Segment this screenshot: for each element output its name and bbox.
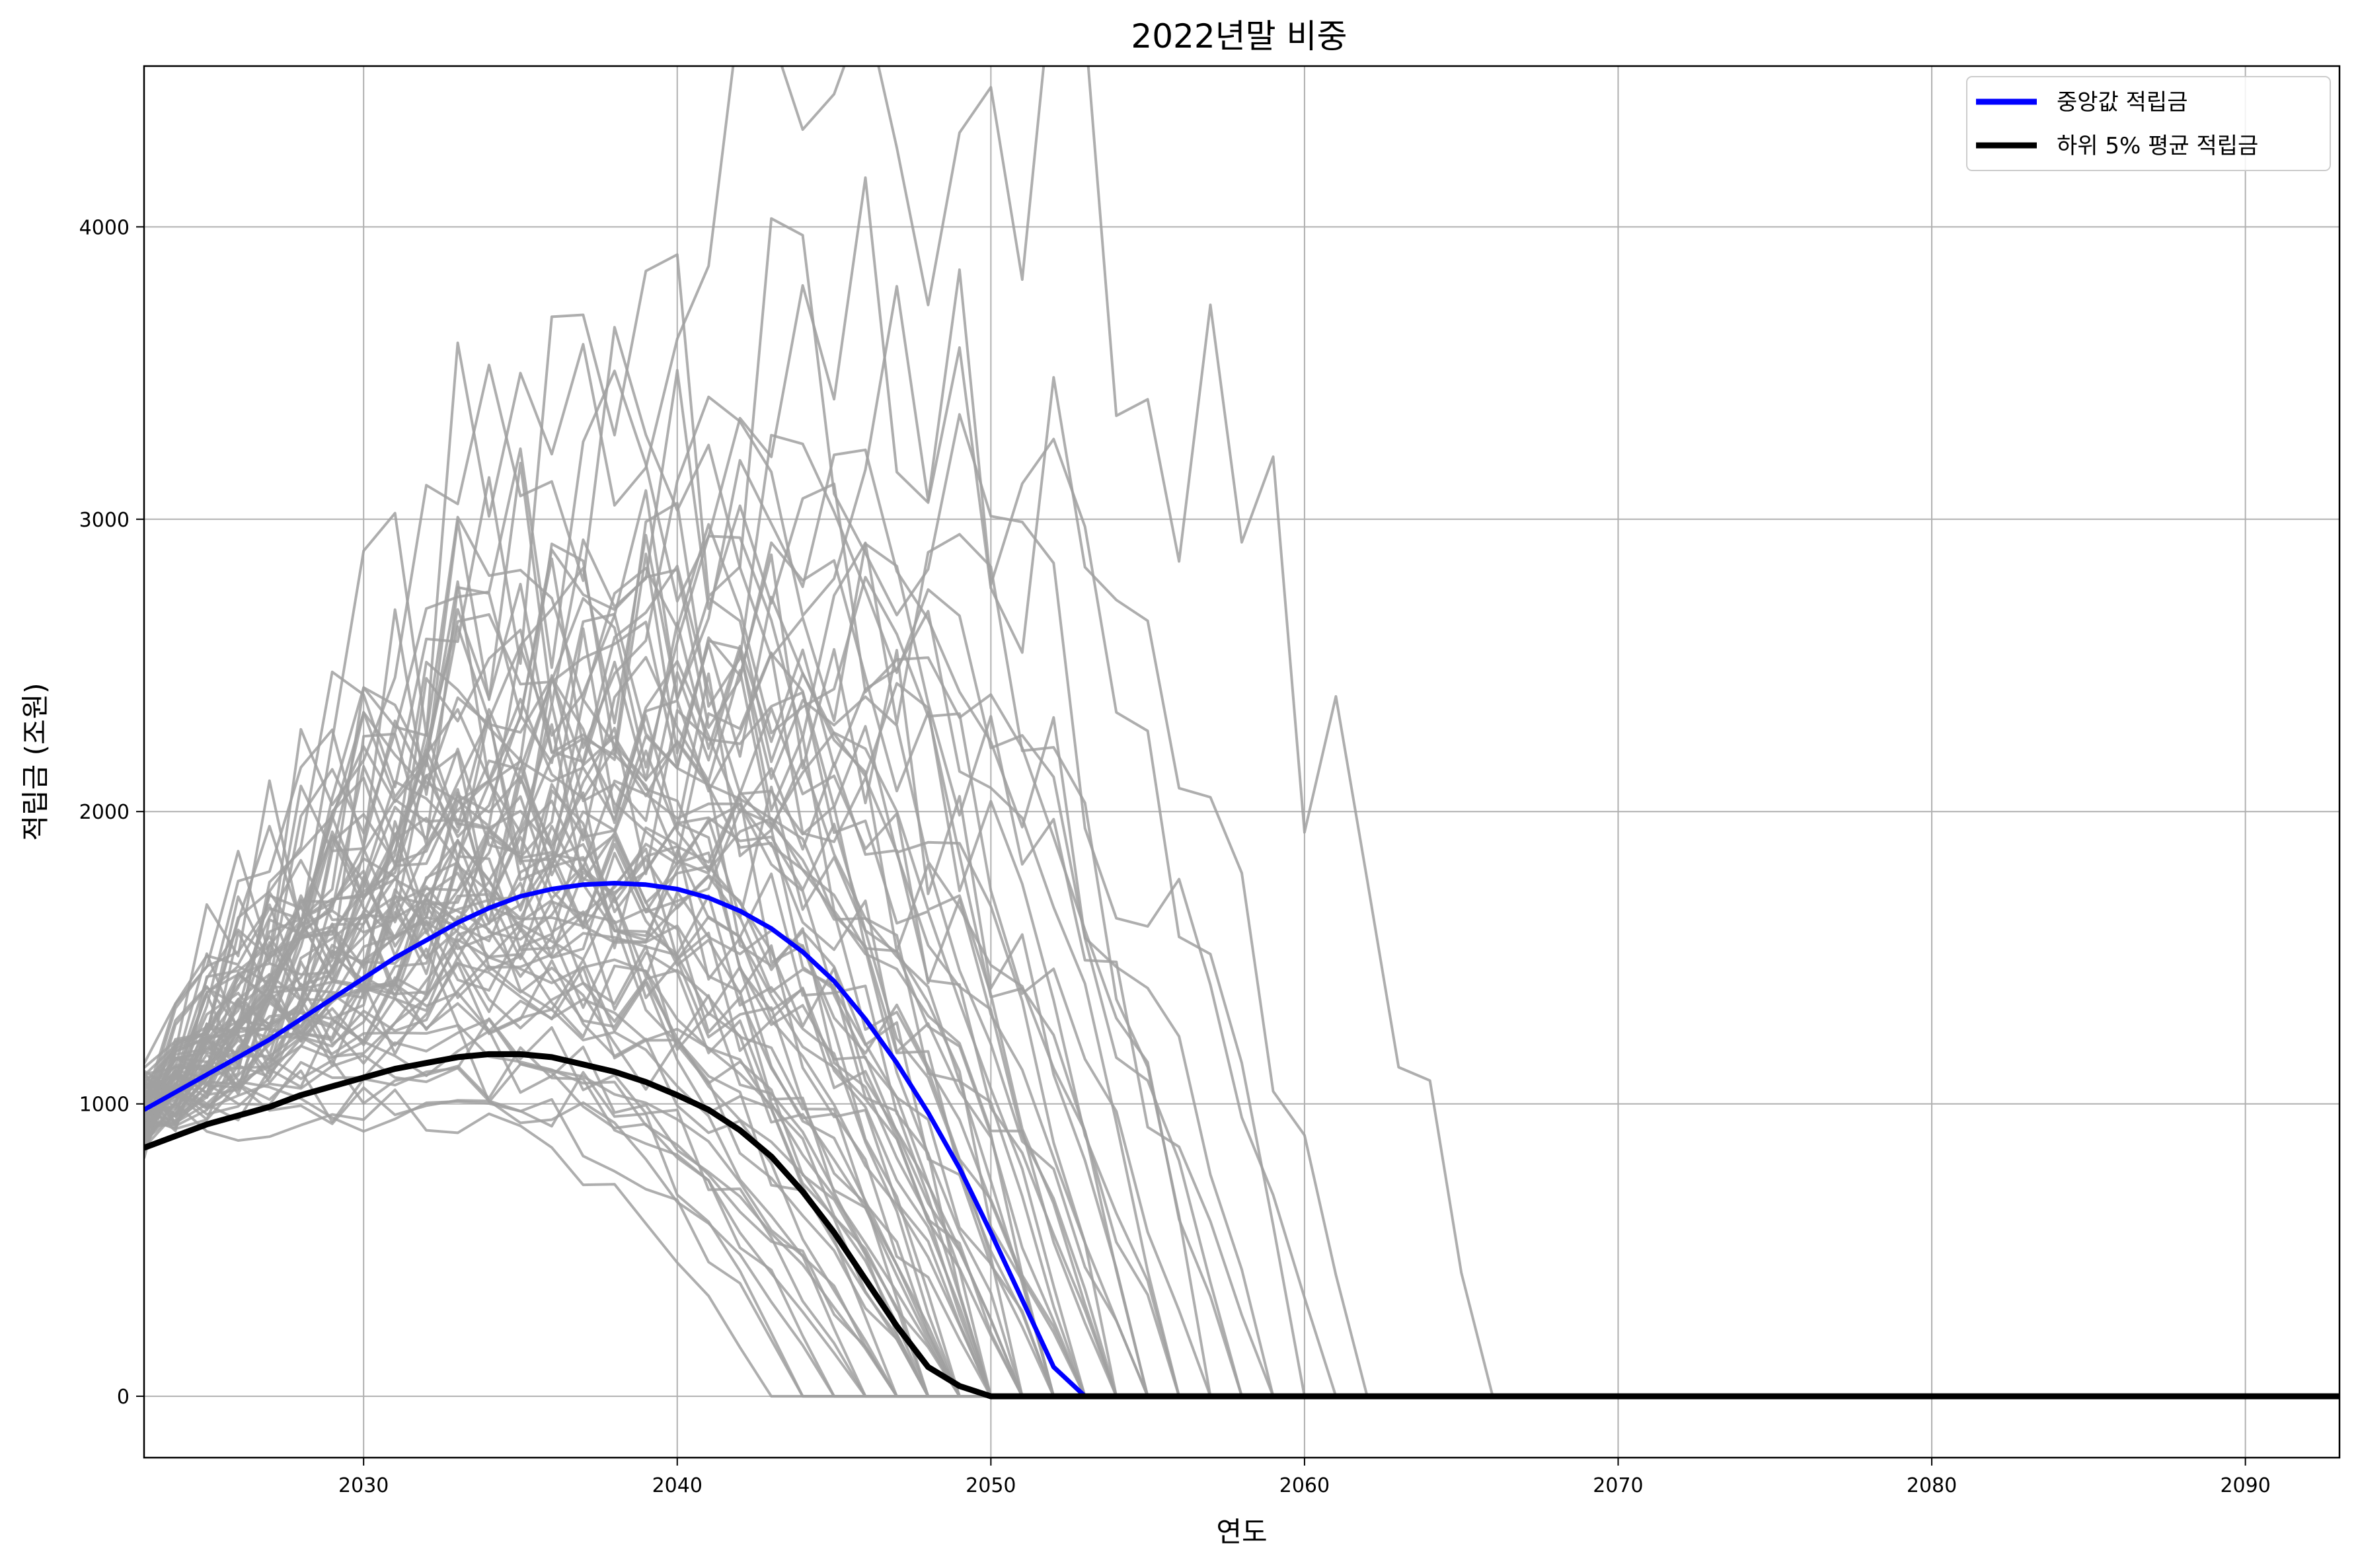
simulation-line [144,953,2339,1398]
plot-lines [144,66,2339,1400]
simulation-line [144,66,2339,1398]
x-tick-label: 2050 [966,1474,1016,1497]
y-tick-label: 0 [117,1386,130,1409]
simulation-line [144,852,2339,1398]
simulation-line [144,847,2339,1398]
simulation-line [144,369,2339,1398]
simulation-line [144,996,2339,1398]
y-tick-label: 1000 [79,1094,130,1117]
x-axis-label: 연도 [1216,1516,1267,1548]
simulation-line [144,1024,2339,1398]
simulation-line [144,515,2339,1398]
simulation-line [144,983,2339,1398]
simulation-line [144,919,2339,1398]
simulation-line [144,217,2339,1398]
simulation-line [144,1046,2339,1398]
simulation-line [144,534,2339,1398]
x-tick-label: 2080 [1907,1474,1957,1497]
y-axis-label: 적립금 (조원) [19,683,52,840]
simulation-line [144,792,2339,1398]
simulation-line [144,817,2339,1398]
legend-label-bottom5: 하위 5% 평균 적립금 [2057,133,2258,159]
chart-title: 2022년말 비중 [1131,17,1347,56]
simulation-line [144,959,2339,1398]
simulation-line [144,998,2339,1398]
simulation-line [144,610,2339,1398]
simulation-line [144,627,2339,1398]
simulation-line [144,533,2339,1398]
x-tick-label: 2060 [1279,1474,1330,1497]
simulation-line [144,1017,2339,1398]
y-tick-label: 3000 [79,509,130,532]
legend-label-median: 중앙값 적립금 [2057,89,2188,116]
x-tick-label: 2090 [2220,1474,2270,1497]
plot-frame [143,65,2341,1459]
simulation-line [144,938,2339,1398]
legend: 중앙값 적립금 하위 5% 평균 적립금 [1966,76,2331,171]
simulation-line [144,672,2339,1398]
simulation-line [144,849,2339,1398]
simulation-line [144,928,2339,1398]
y-tick-label: 4000 [79,216,130,239]
simulation-line [144,1066,2339,1398]
simulation-line [144,1080,2339,1398]
simulation-line [144,861,2339,1398]
simulation-line [144,942,2339,1398]
x-tick-label: 2070 [1593,1474,1643,1497]
simulation-line [144,1088,2339,1398]
x-tick-label: 2040 [652,1474,703,1497]
bottom5-reserve-line [144,1051,2339,1400]
legend-box [1966,76,2331,171]
median-reserve-line [144,881,2339,1399]
simulation-line [144,783,2339,1398]
simulation-line [144,791,2339,1398]
simulation-line [144,808,2339,1398]
x-tick-label: 2030 [338,1474,389,1497]
y-tick-label: 2000 [79,801,130,824]
axis-ticks: 2030 2040 2050 2060 2070 2080 2090 0 1000 2000 300… [79,216,2271,1497]
